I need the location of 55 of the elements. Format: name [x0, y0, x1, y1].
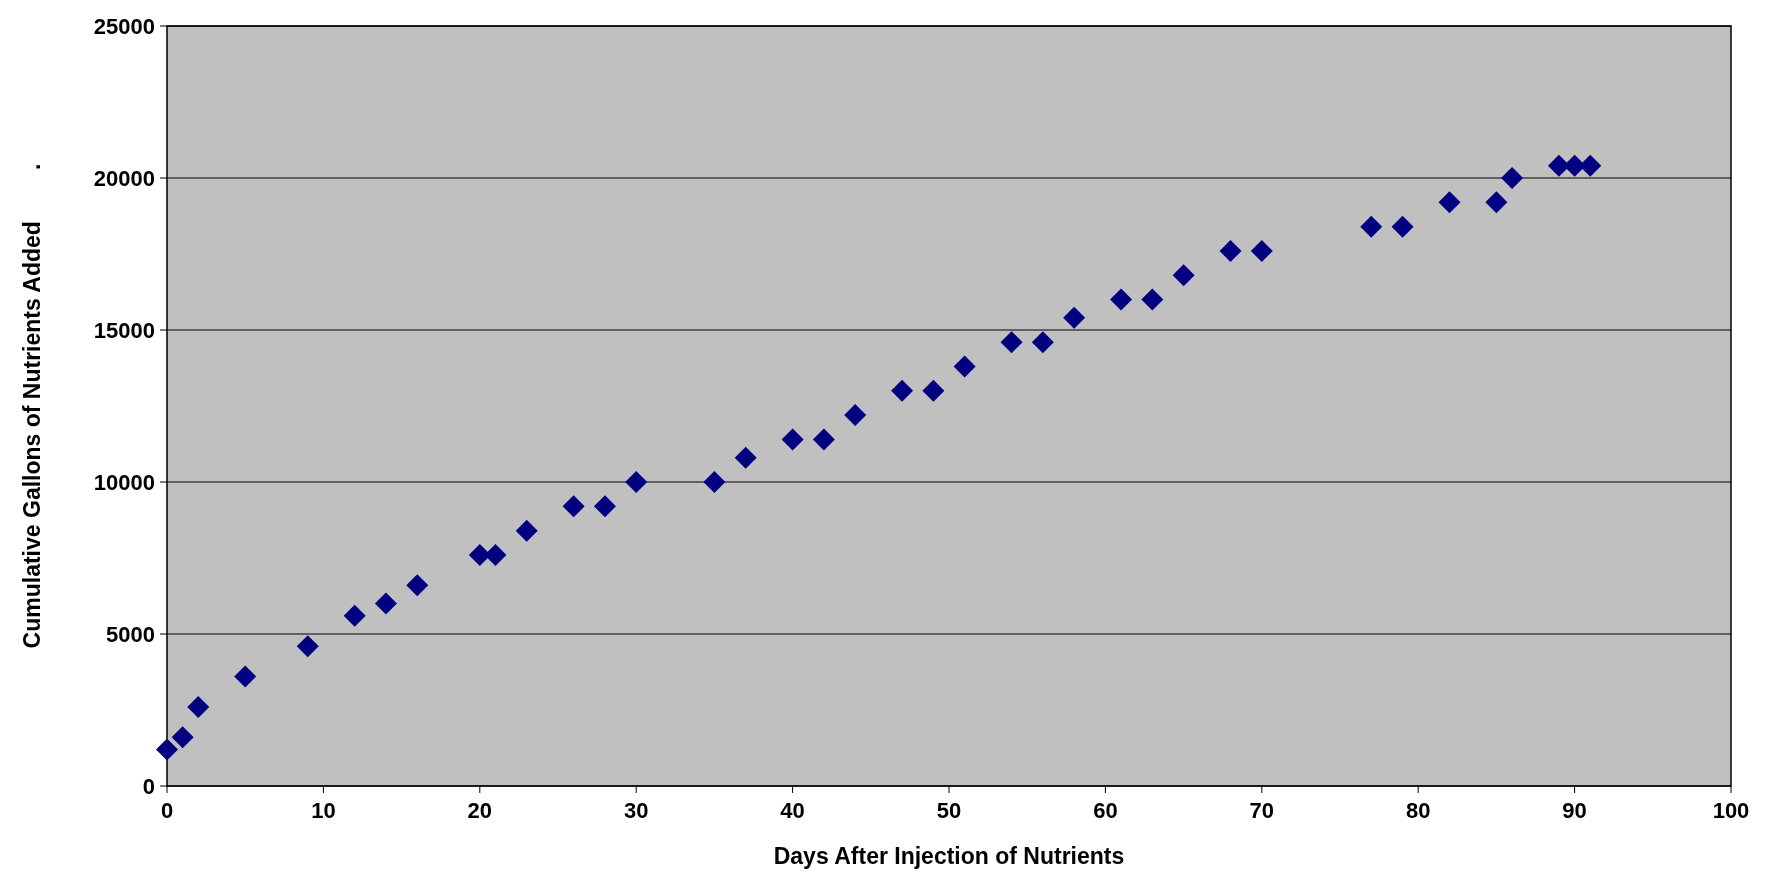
point	[703, 471, 726, 493]
point	[484, 543, 507, 566]
point	[296, 635, 319, 658]
point	[1141, 288, 1164, 311]
x-tick-label: 90	[1562, 798, 1587, 823]
point	[1031, 331, 1054, 354]
x-tick-label: 20	[467, 798, 493, 823]
x-tick-label: 30	[623, 798, 649, 823]
x-tick-label: 40	[780, 798, 805, 823]
x-tick-label: 0	[160, 798, 174, 823]
point	[1172, 264, 1195, 287]
x-tick-label: 100	[1712, 798, 1750, 823]
point	[734, 446, 757, 469]
y-tick-label: 10000	[93, 470, 155, 495]
point	[1360, 215, 1383, 238]
point	[515, 519, 538, 542]
point	[156, 738, 178, 761]
point	[1250, 239, 1273, 262]
point	[593, 495, 616, 518]
point	[953, 355, 976, 378]
point	[1110, 288, 1133, 311]
point	[1547, 154, 1570, 177]
y-tick-label: 15000	[93, 318, 155, 343]
y-tick-label: 5000	[106, 622, 155, 647]
point	[812, 428, 835, 451]
point	[1391, 215, 1414, 238]
point	[562, 495, 585, 518]
point	[234, 665, 257, 688]
point	[891, 379, 914, 402]
x-tick-label: 10	[311, 798, 336, 823]
y-axis-title: Cumulative Gallons of Nutrients Added .	[19, 163, 45, 649]
point	[374, 592, 397, 615]
y-tick-label: 0	[142, 774, 155, 799]
point	[343, 604, 366, 627]
y-tick-label: 20000	[93, 166, 155, 191]
point	[1219, 239, 1242, 262]
point	[625, 471, 648, 493]
point	[1501, 167, 1524, 189]
point	[922, 379, 945, 402]
point	[844, 404, 867, 427]
x-tick-label: 70	[1249, 798, 1275, 823]
point	[406, 574, 429, 597]
x-tick-label: 60	[1093, 798, 1118, 823]
x-tick-label: 50	[936, 798, 962, 823]
point	[1485, 191, 1508, 214]
x-tick-label: 80	[1405, 798, 1431, 823]
point	[1063, 306, 1086, 329]
point	[187, 695, 210, 718]
y-tick-label: 25000	[93, 14, 155, 39]
point	[171, 726, 194, 749]
point	[781, 428, 804, 451]
point	[1438, 191, 1461, 214]
x-axis-title: Days After Injection of Nutrients	[773, 843, 1125, 869]
point	[1000, 331, 1023, 354]
point	[1579, 154, 1602, 177]
